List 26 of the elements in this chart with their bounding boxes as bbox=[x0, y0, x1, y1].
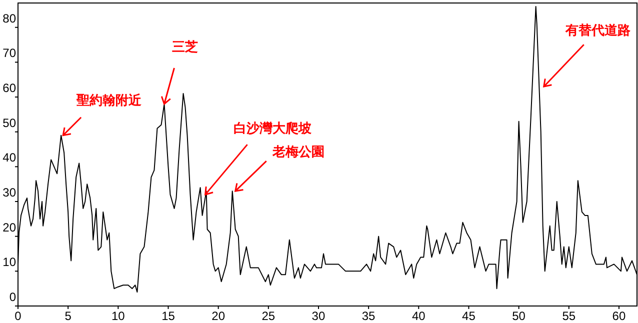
x-tick-label: 20 bbox=[212, 309, 226, 323]
y-tick-label: 10 bbox=[2, 255, 16, 270]
x-tick-label: 55 bbox=[562, 309, 576, 323]
y-tick-label: 0 bbox=[9, 290, 16, 304]
y-tick-label: 60 bbox=[2, 81, 16, 96]
annotation: 三芝 bbox=[172, 40, 198, 55]
y-tick-label: 80 bbox=[2, 11, 16, 26]
y-tick-label: 50 bbox=[2, 116, 16, 130]
y-tick-label: 20 bbox=[2, 220, 16, 234]
x-tick-label: 30 bbox=[312, 309, 326, 323]
y-tick-label: 70 bbox=[2, 46, 16, 60]
annotation: 白沙灣大爬坡 bbox=[233, 120, 312, 137]
x-tick-label: 15 bbox=[162, 309, 176, 323]
x-tick-label: 40 bbox=[412, 309, 426, 323]
x-tick-label: 60 bbox=[612, 309, 626, 323]
annotation: 聖約翰附近 bbox=[76, 92, 143, 108]
y-tick-label: 30 bbox=[2, 186, 16, 200]
annotation: 老梅公園 bbox=[271, 145, 324, 160]
x-tick-label: 10 bbox=[111, 309, 126, 323]
x-tick-label: 5 bbox=[64, 309, 72, 323]
x-tick-label: 35 bbox=[362, 309, 376, 323]
x-tick-label: 50 bbox=[512, 309, 526, 323]
x-tick-label: 25 bbox=[262, 309, 276, 323]
annotation: 有替代道路 bbox=[564, 24, 630, 39]
y-tick-label: 40 bbox=[2, 150, 16, 165]
x-tick-label: 45 bbox=[462, 309, 476, 323]
